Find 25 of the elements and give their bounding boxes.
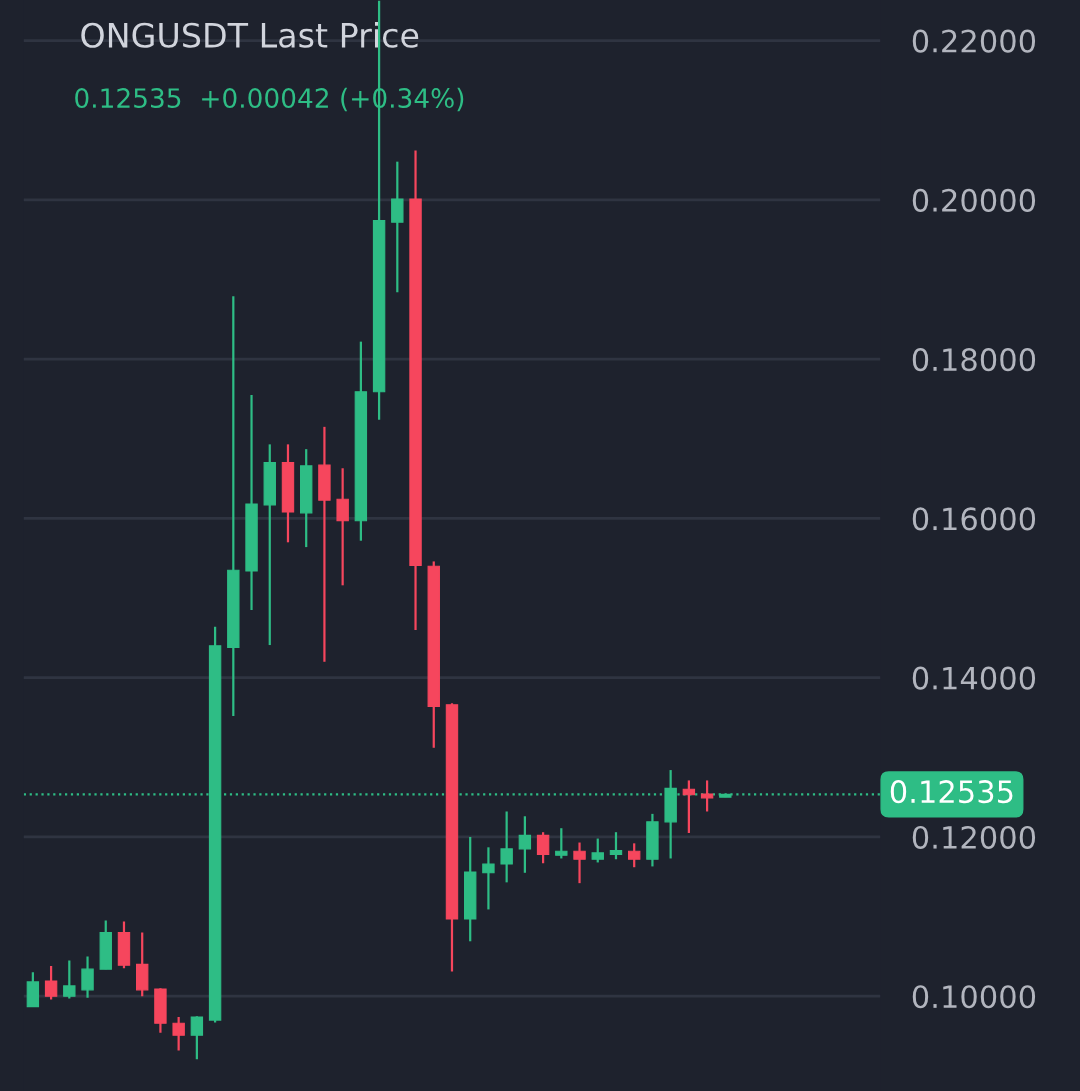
candlestick (63, 959, 76, 1000)
candlestick (81, 955, 94, 999)
candlestick (482, 846, 495, 911)
candlestick (627, 842, 641, 869)
candlestick (518, 815, 532, 874)
candlestick (555, 827, 568, 860)
candlestick (172, 1015, 185, 1052)
candlestick (573, 841, 586, 885)
candlestick (190, 1015, 204, 1061)
candlestick (391, 160, 404, 294)
y-tick-label: 0.10000 (912, 985, 1036, 1009)
y-tick-label: 0.18000 (912, 348, 1036, 372)
candlestick (591, 837, 604, 864)
candlestick (609, 831, 623, 861)
y-tick-label: 0.14000 (912, 666, 1036, 690)
y-tick-label: 0.16000 (912, 507, 1036, 531)
ref-line-label: 0.12535 (890, 780, 1013, 804)
candlestick (500, 810, 513, 884)
candlestick (44, 964, 58, 1001)
y-tick-label: 0.22000 (912, 29, 1036, 53)
candlestick (536, 831, 550, 865)
y-tick-label: 0.12000 (912, 825, 1036, 850)
candlestick (700, 779, 714, 813)
y-tick-label: 0.20000 (912, 188, 1036, 212)
candlestick (336, 467, 349, 587)
